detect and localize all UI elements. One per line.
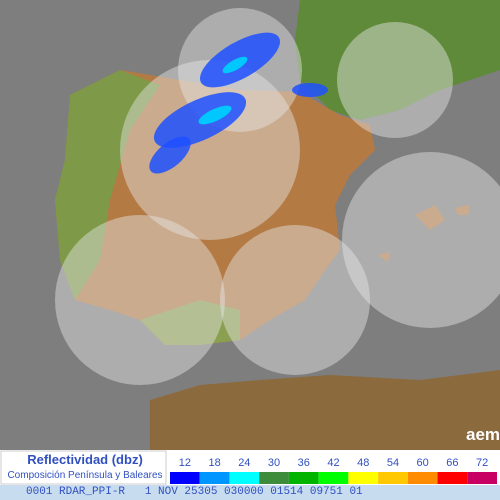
- france: [295, 0, 500, 120]
- legend-value: 54: [387, 457, 399, 469]
- south-valley: [140, 300, 240, 345]
- mallorca: [415, 205, 445, 230]
- ibiza: [378, 252, 390, 262]
- legend-value: 12: [179, 457, 191, 469]
- legend-swatch: [378, 472, 408, 484]
- legend-label-box: [0, 450, 167, 485]
- legend-value: 18: [208, 457, 220, 469]
- legend-swatch: [229, 472, 260, 484]
- legend-value: 72: [476, 457, 488, 469]
- radar-circle: [120, 60, 300, 240]
- africa: [150, 370, 500, 450]
- menorca: [455, 205, 470, 215]
- echo: [198, 105, 232, 125]
- radar-map: aemet Reflectividad (dbz) Composición Pe…: [0, 0, 500, 485]
- echo: [292, 83, 328, 97]
- radar-coverage: [55, 8, 500, 385]
- logo: aemet: [466, 425, 500, 444]
- iberia: [55, 70, 375, 345]
- radar-circle: [220, 225, 370, 375]
- legend-subtitle: Composición Península y Baleares: [7, 470, 162, 481]
- legend-value: 30: [268, 457, 280, 469]
- legend-value: 42: [327, 457, 339, 469]
- legend-swatch: [318, 472, 349, 484]
- legend-value: 36: [298, 457, 310, 469]
- radar-circle: [337, 22, 453, 138]
- legend-swatch: [407, 472, 438, 484]
- legend-value: 48: [357, 457, 369, 469]
- legend-value: 66: [446, 457, 458, 469]
- legend-value: 60: [417, 457, 429, 469]
- radar-circle: [55, 215, 225, 385]
- legend-swatch: [288, 472, 319, 484]
- legend-swatch: [199, 472, 230, 484]
- west-lowlands: [55, 70, 160, 300]
- legend-swatch: [467, 472, 497, 484]
- status-bar: 0001 RDAR_PPI-R 1 NOV 25305 030000 01514…: [0, 485, 500, 500]
- echo: [222, 56, 248, 74]
- radar-circle: [342, 152, 500, 328]
- legend-swatch: [170, 472, 200, 484]
- precipitation-core: [198, 56, 248, 125]
- legend-title: Reflectividad (dbz): [27, 452, 143, 467]
- legend-swatch: [259, 472, 289, 484]
- legend-value: 24: [238, 457, 250, 469]
- echo: [149, 136, 191, 174]
- legend-swatch: [348, 472, 379, 484]
- legend-swatch: [437, 472, 468, 484]
